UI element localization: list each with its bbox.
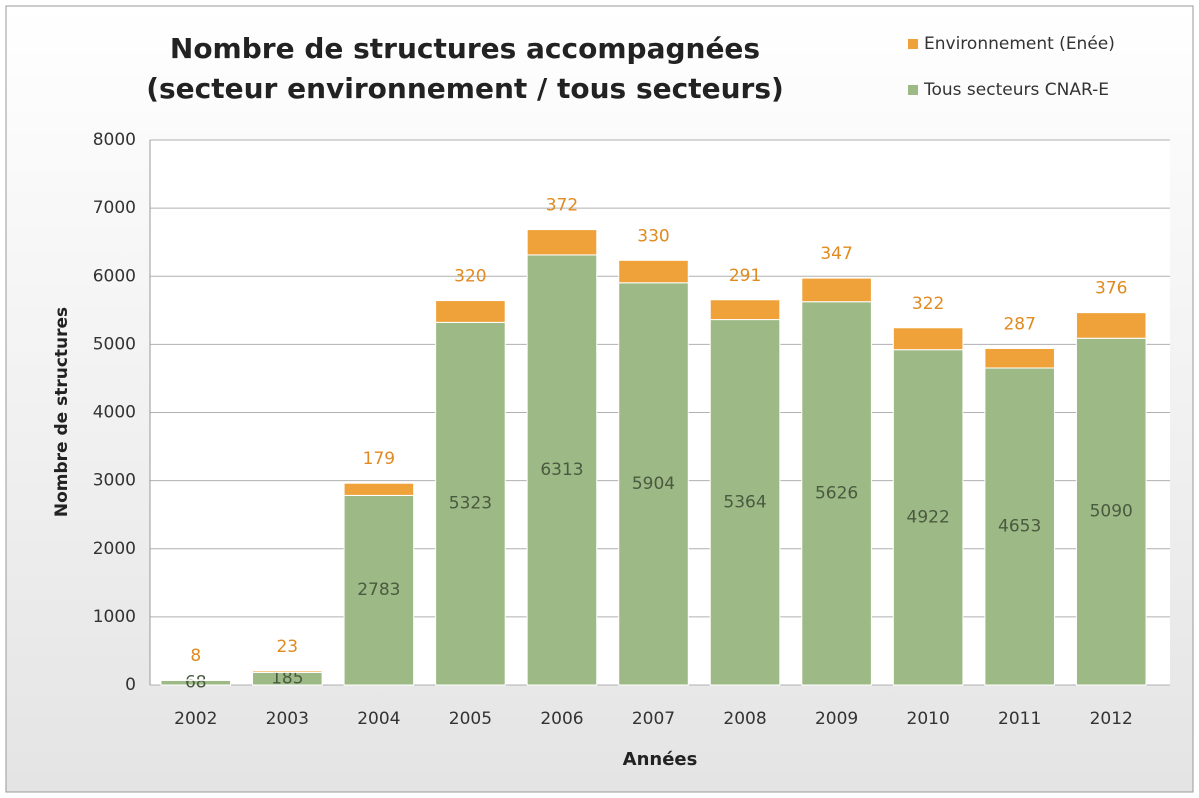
y-axis-label: Nombre de structures [52,307,72,517]
bar-segment [435,300,506,323]
bar-segment [343,494,415,686]
value-label: 68 [185,673,207,693]
value-label: 4922 [907,507,950,527]
bar-segment [984,367,1055,686]
bar-segment [252,670,323,673]
chart-title: Nombre de structures accompagnées [170,32,760,65]
bar-segment [984,347,1055,369]
bar-segment [526,229,598,256]
value-label: 330 [637,226,669,246]
x-tick-label: 2010 [907,709,950,729]
value-label: 6313 [540,460,583,480]
x-tick-label: 2006 [540,709,583,729]
value-label: 372 [546,196,578,216]
value-label: 347 [820,244,852,264]
bar-segment [801,301,872,686]
value-label: 8 [190,646,201,666]
value-label: 23 [276,637,298,657]
y-tick-label: 8000 [93,130,136,150]
value-label: 179 [363,449,395,469]
bar-segment [160,679,232,681]
x-axis-label: Années [623,749,698,770]
value-label: 5090 [1090,502,1133,522]
value-label: 5626 [815,483,858,503]
y-tick-label: 2000 [93,539,136,559]
legend-swatch [908,85,918,95]
legend-label: Tous secteurs CNAR-E [923,80,1109,100]
value-label: 2783 [357,580,400,600]
value-label: 376 [1095,279,1127,299]
chart-subtitle: (secteur environnement / tous secteurs) [146,72,784,105]
y-tick-label: 6000 [93,266,136,286]
x-tick-label: 2007 [632,709,675,729]
value-label: 287 [1003,314,1035,334]
bar-segment [618,282,689,686]
y-tick-label: 4000 [93,403,136,423]
bar-segment [435,321,506,686]
value-label: 291 [729,266,761,286]
x-tick-label: 2004 [357,709,400,729]
legend-label: Environnement (Enée) [924,34,1115,54]
value-label: 185 [271,669,303,689]
bar-segment [618,259,689,284]
bar-segment [892,349,964,686]
bar-segment [343,482,415,496]
x-tick-label: 2008 [723,709,766,729]
x-tick-label: 2003 [266,709,309,729]
y-tick-label: 1000 [93,607,136,627]
value-label: 5364 [723,492,766,512]
bar-segment [1075,337,1147,686]
x-tick-label: 2005 [449,709,492,729]
value-label: 322 [912,294,944,314]
bar-segment [801,277,872,303]
value-label: 4653 [998,517,1041,537]
y-tick-label: 0 [125,675,136,695]
bar-segment [709,299,781,321]
x-tick-label: 2009 [815,709,858,729]
bar-segment [892,327,964,351]
y-tick-label: 5000 [93,334,136,354]
y-tick-label: 7000 [93,198,136,218]
value-label: 5323 [449,494,492,514]
value-label: 320 [454,267,486,287]
value-label: 5904 [632,474,675,494]
bar-segment [1075,312,1147,339]
x-tick-label: 2012 [1090,709,1133,729]
x-tick-label: 2002 [174,709,217,729]
x-tick-label: 2011 [998,709,1041,729]
y-tick-label: 3000 [93,471,136,491]
legend-swatch [908,39,918,49]
bar-segment [526,254,598,686]
